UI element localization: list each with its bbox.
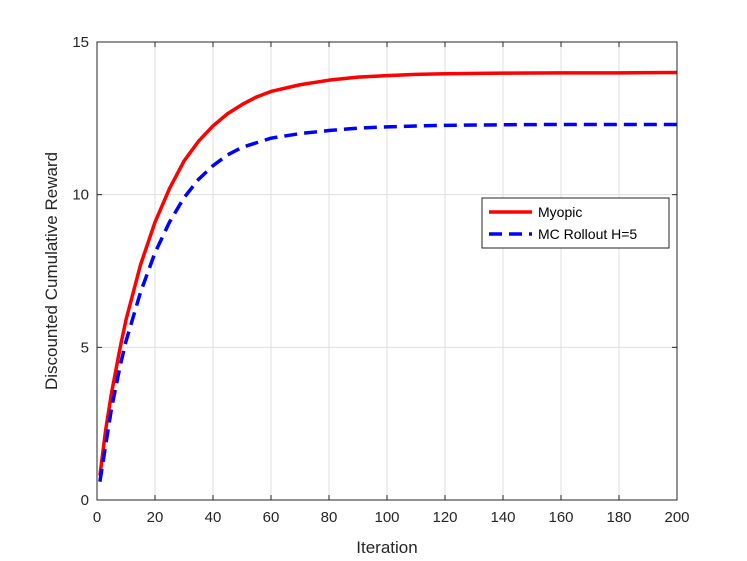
- ticks: 0 20 40 60 80 100 120 140 160 180 200 0 5 10 15: [72, 34, 689, 526]
- x-tick-label: 60: [263, 509, 280, 526]
- legend-box: [481, 197, 670, 249]
- x-tick-label: 20: [147, 509, 164, 526]
- y-tick-label: 0: [81, 492, 89, 509]
- y-tick-label: 15: [72, 34, 89, 51]
- x-axis-label: Iteration: [356, 538, 417, 557]
- legend-entry-myopic: Myopic: [538, 204, 582, 220]
- series-line-myopic: [98, 70, 678, 476]
- grid: [96, 41, 678, 501]
- x-tick-label: 100: [374, 509, 399, 526]
- x-tick-label: 200: [664, 509, 689, 526]
- x-tick-label: 80: [321, 509, 338, 526]
- x-tick-label: 120: [432, 509, 457, 526]
- legend: Myopic MC Rollout H=5: [481, 197, 670, 249]
- x-tick-label: 180: [606, 509, 631, 526]
- x-tick-label: 0: [93, 509, 101, 526]
- x-tick-label: 160: [548, 509, 573, 526]
- legend-entry-mc-rollout: MC Rollout H=5: [538, 226, 637, 242]
- y-axis-label: Discounted Cumulative Reward: [42, 152, 61, 390]
- y-tick-label: 5: [81, 339, 89, 356]
- x-tick-label: 40: [205, 509, 222, 526]
- series-layer: [98, 70, 678, 482]
- series-line-mc-rollout: [98, 122, 677, 482]
- x-tick-label: 140: [490, 509, 515, 526]
- y-tick-label: 10: [72, 187, 89, 204]
